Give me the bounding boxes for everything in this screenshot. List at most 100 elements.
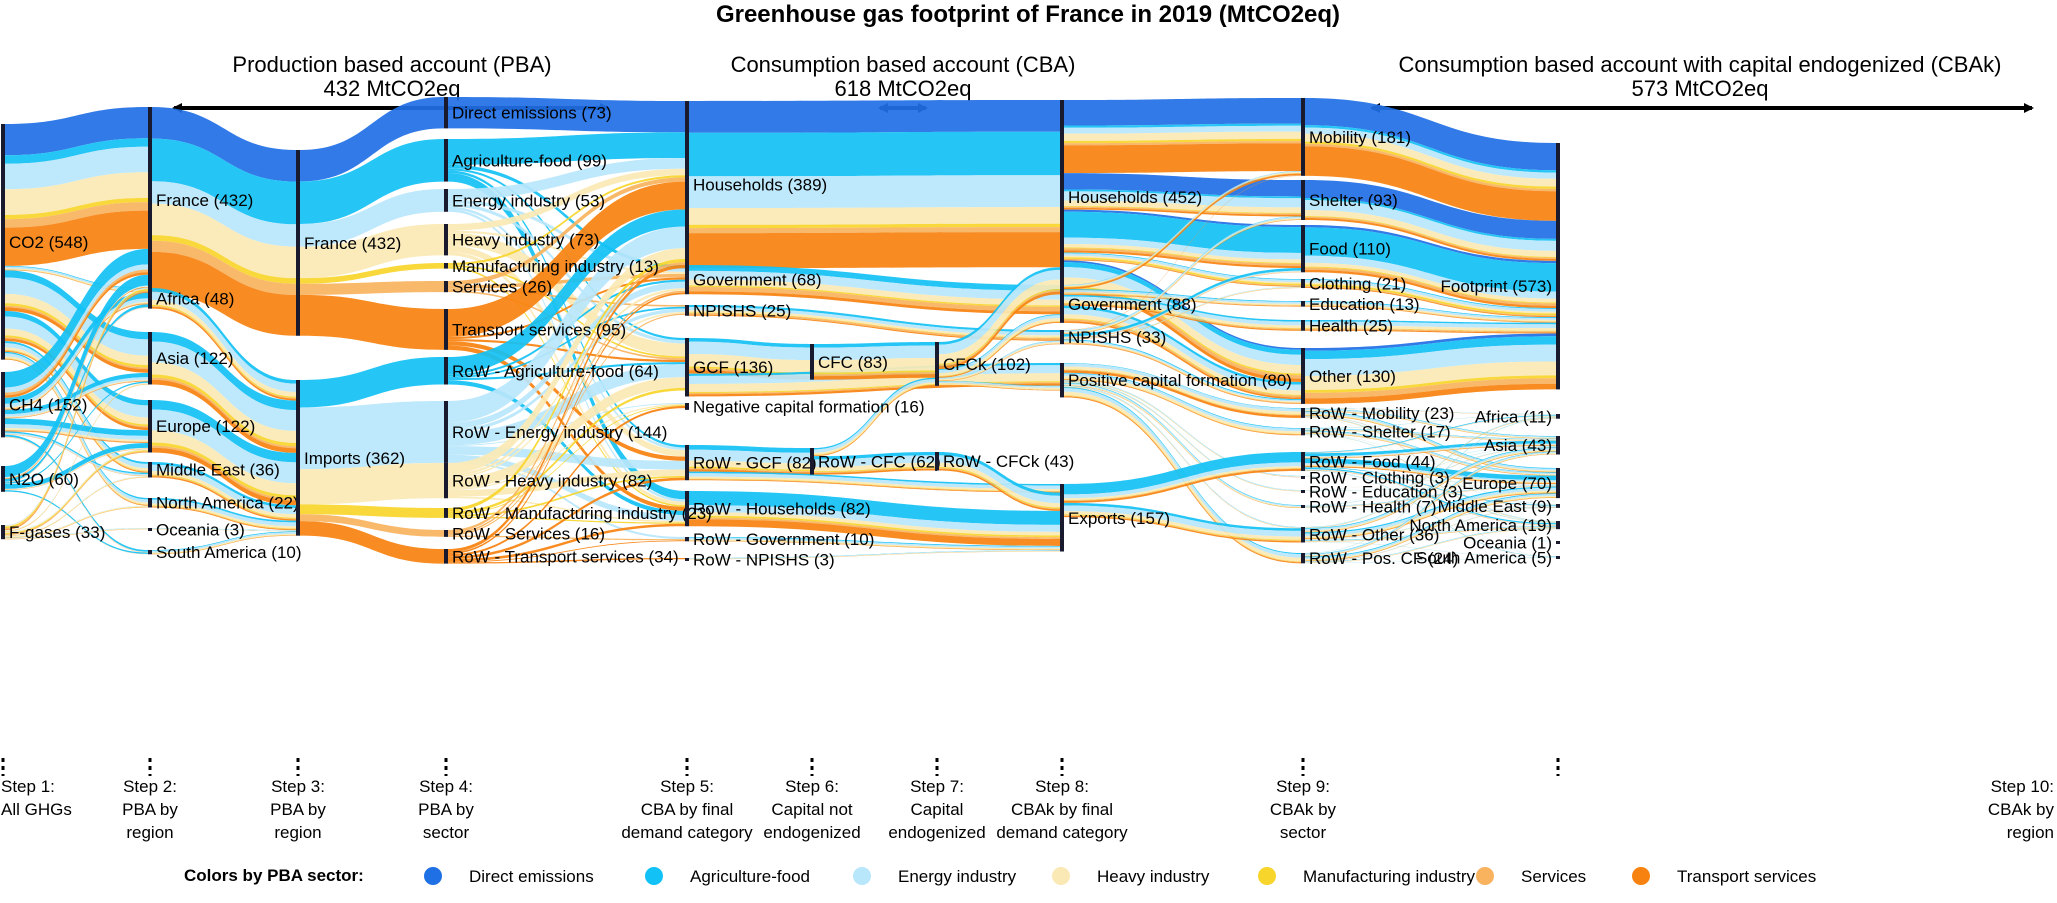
flow-na2-im3-manufacturing-industry [152,505,296,529]
node-label-me2: Middle East (36) [156,461,280,480]
flow-np5-np8-transport-services [689,314,1060,341]
flow-pcf8-rshl9-transport-services [1064,379,1301,436]
flow-pcf8-rshl9-manufacturing-industry [1064,378,1301,435]
node-label-food9: Food (110) [1309,240,1391,259]
flow-im3-rag4-agriculture-food [300,357,444,408]
node-bar-en4 [444,189,448,212]
flow-pcf8-rhlt9-transport-services [1064,385,1301,509]
node-label-fr2: France (432) [156,191,253,210]
node-bar-ex8 [1060,484,1064,552]
flow-fgas-as2-transport-services [5,384,148,532]
flow-cfck7-np8-heavy-industry [939,342,1060,381]
flow-ex8-rfood9-transport-services [1064,469,1301,503]
step-10-line-1: Step 10: [1991,777,2054,796]
node-bar-cfc6 [810,344,814,380]
flow-pcf8-roth9-manufacturing-industry [1064,386,1301,529]
flow-rag4-np5-agriculture-food [448,306,685,379]
flow-rhv4-rgcf5-heavy-industry [448,469,685,497]
flow-ch4-me2-heavy-industry [5,434,148,476]
node-bar-af2 [148,288,152,309]
step-5-line-1: Step 5: [660,777,714,796]
flow-gov8-hlt9-manufacturing-industry [1064,302,1301,329]
flow-co2-fr2-transport-services [5,210,148,266]
flow-rgcf5-rcfc6-energy-industry [689,449,810,464]
flow-roth9-sa10-agriculture-food [1305,541,1556,558]
flow-roth9-as10-transport-services [1305,451,1556,533]
flow-rpcf9-sa10-agriculture-food [1305,557,1556,564]
flow-pcf8-rmob9-services [1064,369,1301,416]
node-label-gov8: Government (88) [1068,295,1197,314]
flow-np8-shl9-heavy-industry [1064,218,1301,334]
step-8-line-2: CBAk by final [1011,800,1113,819]
flow-ren4-rhh5-energy-industry [448,454,685,521]
flow-rpcf9-na10-transport-services [1305,529,1556,563]
step-3-line-1: Step 3: [271,777,325,796]
node-label-pcf8: Positive capital formation (80) [1068,371,1292,390]
flow-cfck7-pcf8-manufacturing-industry [939,384,1060,390]
node-bar-rag4 [444,357,448,385]
flow-rfood9-eu10-agriculture-food [1305,458,1556,481]
flow-gov8-mob9-transport-services [1064,173,1301,290]
flow-na2-im3-transport-services [152,506,296,531]
flow-rfood9-me10-heavy-industry [1305,467,1556,506]
flow-hh5-hh8-agriculture-food [689,131,1060,177]
flow-sa2-im3-services [152,535,296,554]
flow-hlt9-fp10-energy-industry [1305,321,1556,329]
flow-ren4-np5-energy-industry [448,308,685,433]
flow-hh5-hh8-manufacturing-industry [689,223,1060,229]
flow-ch4-af2-energy-industry [5,298,148,408]
flow-rclo9-eu10-energy-industry [1305,476,1556,485]
flow-ag4-hh5-agriculture-food [448,132,685,165]
flow-roth9-as10-heavy-industry [1305,449,1556,532]
flow-en4-hh5-energy-industry [448,158,685,200]
flow-rhv4-hh5-heavy-industry [448,248,685,474]
node-bar-na2 [148,498,152,508]
flow-rmob9-as10-manufacturing-industry [1305,410,1556,439]
flow-oth9-fp10-heavy-industry [1305,361,1556,390]
flow-fr3-mf4-manufacturing-industry [300,263,444,284]
node-bar-cfck7 [935,342,939,386]
node-label-as2: Asia (122) [156,349,233,368]
flow-roth9-na10-agriculture-food [1305,526,1556,541]
node-label-me10: Middle East (9) [1438,497,1552,516]
flow-ren4-rgcf5-energy-industry [448,446,685,470]
step-1-line-2: All GHGs [1,800,72,819]
flow-pcf8-roth9-heavy-industry [1064,386,1301,529]
flow-fr2-fr3-services [152,240,296,295]
node-bar-hh5 [685,101,689,269]
flow-hh8-mob9-manufacturing-industry [1064,138,1301,144]
flow-shl9-fp10-agriculture-food [1305,197,1556,241]
node-bar-fgas [1,525,5,540]
flow-sa2-im3-heavy-industry [152,533,296,554]
node-label-rcfc6: RoW - CFC (62) [818,452,941,471]
flow-roth9-me10-manufacturing-industry [1305,507,1556,540]
node-label-rtr4: RoW - Transport services (34) [452,547,679,566]
flow-rpcf9-af10-heavy-industry [1305,418,1556,554]
flow-np8-shl9-manufacturing-industry [1064,219,1301,334]
flow-rcfc6-rcfck7-services [814,468,935,473]
flow-rmob9-af10-energy-industry [1305,408,1556,415]
step-labels: Step 1: All GHGs Step 2: PBA by region Step 3… [1,758,2054,842]
flow-hh8-oth9-heavy-industry [1064,277,1301,374]
flow-roth9-me10-energy-industry [1305,506,1556,540]
flow-np8-oth9-transport-services [1064,343,1301,404]
flow-as2-im3-manufacturing-industry [152,374,296,447]
flow-clo9-fp10-energy-industry [1305,279,1556,312]
node-bar-na10 [1556,521,1560,530]
node-label-ex8: Exports (157) [1068,509,1170,528]
flow-ch4-fr2-energy-industry [5,264,148,393]
flow-pcf8-rclo9-agriculture-food [1064,380,1301,477]
node-label-hh8: Households (452) [1068,188,1202,207]
flow-hh8-clo9-heavy-industry [1064,255,1301,284]
flow-np8-food9-services [1064,271,1301,338]
node-bar-sa2 [148,550,152,555]
node-bar-rhlt9 [1301,505,1305,509]
flow-hh5-hh8-services [689,227,1060,234]
flow-hh8-mob9-transport-services [1064,143,1301,174]
node-label-hh5: Households (389) [693,176,827,195]
flow-fgas-me2-transport-services [5,477,148,537]
node-label-de4: Direct emissions (73) [452,104,612,123]
flow-fgas-me2-services [5,477,148,537]
flow-food9-fp10-manufacturing-industry [1305,266,1556,304]
node-bar-hlt9 [1301,320,1305,331]
